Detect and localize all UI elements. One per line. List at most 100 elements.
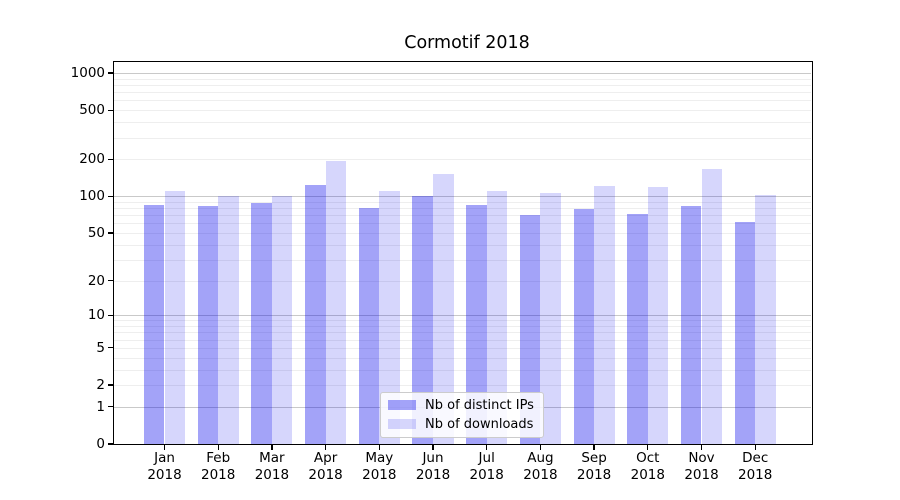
y-tick-mark: [108, 109, 113, 111]
minor-gridline: [113, 78, 811, 80]
minor-gridline: [113, 244, 811, 246]
x-tick-label: Apr 2018: [294, 450, 358, 484]
x-tick-mark: [647, 445, 649, 450]
x-tick-mark: [378, 445, 380, 450]
x-tick-mark: [539, 445, 542, 450]
legend: Nb of distinct IPs Nb of downloads: [380, 391, 544, 438]
y-tick-mark: [108, 443, 113, 445]
minor-gridline: [113, 92, 811, 94]
minor-gridline: [113, 326, 811, 327]
y-tick-label: 1: [96, 398, 105, 415]
x-tick-label-year: 2018: [576, 467, 612, 483]
bar-distinct-ips-3: [251, 203, 272, 444]
x-tick-label: Aug 2018: [508, 450, 572, 484]
x-tick-label-month: May: [365, 450, 394, 466]
x-tick-label: Sep 2018: [562, 450, 626, 484]
minor-gridline: [113, 100, 811, 102]
x-tick-label-year: 2018: [415, 467, 451, 483]
legend-item-distinct-ips: Nb of distinct IPs: [388, 398, 534, 413]
x-tick-label: Oct 2018: [616, 450, 680, 484]
major-gridline: [113, 315, 811, 317]
legend-item-downloads: Nb of downloads: [388, 417, 534, 432]
minor-gridline: [113, 201, 811, 203]
minor-gridline: [113, 369, 811, 371]
minor-gridline: [113, 357, 811, 359]
bar-downloads-11: [701, 168, 723, 444]
y-tick-mark: [108, 406, 113, 408]
bar-downloads-8: [540, 192, 561, 444]
minor-gridline: [113, 280, 811, 282]
y-tick-label: 1000: [70, 65, 105, 81]
x-tick-mark: [754, 445, 756, 450]
minor-gridline: [113, 223, 811, 225]
bar-distinct-ips-7: [466, 205, 487, 444]
x-tick-label-year: 2018: [254, 467, 290, 483]
legend-label-distinct-ips: Nb of distinct IPs: [425, 397, 534, 413]
y-tick-mark: [108, 314, 113, 316]
bar-distinct-ips-4: [305, 184, 326, 444]
minor-gridline: [113, 208, 811, 209]
y-tick-mark: [108, 384, 113, 386]
x-tick-label-year: 2018: [630, 467, 665, 483]
x-tick-label-month: Nov: [688, 450, 715, 466]
x-tick-mark: [700, 445, 703, 450]
bar-distinct-ips-11: [680, 206, 702, 444]
x-tick-label: Jan 2018: [133, 450, 197, 484]
bar-distinct-ips-12: [734, 222, 756, 444]
chart-title: Cormotif 2018: [404, 33, 530, 53]
x-tick-label-year: 2018: [147, 467, 182, 483]
y-tick-mark: [108, 347, 113, 349]
bar-downloads-1: [164, 191, 186, 444]
legend-label-downloads: Nb of downloads: [425, 416, 534, 432]
x-tick-label-month: Apr: [313, 450, 338, 466]
x-tick-label-month: Feb: [206, 450, 231, 466]
bar-downloads-7: [486, 191, 508, 444]
y-tick-mark: [108, 279, 113, 282]
major-gridline: [113, 73, 811, 74]
x-tick-label-year: 2018: [469, 467, 504, 483]
minor-gridline: [113, 332, 811, 334]
minor-gridline: [113, 122, 811, 124]
x-tick-label-year: 2018: [684, 467, 719, 483]
bar-distinct-ips-5: [358, 208, 380, 444]
minor-gridline: [113, 159, 811, 161]
bar-distinct-ips-6: [412, 195, 433, 444]
x-tick-label: Jun 2018: [401, 450, 465, 484]
bar-downloads-12: [755, 194, 776, 444]
x-tick-mark: [217, 445, 219, 450]
x-tick-label-year: 2018: [738, 467, 773, 483]
x-tick-label-month: Jul: [478, 450, 495, 466]
y-tick-label: 10: [87, 307, 105, 324]
x-tick-mark: [593, 445, 595, 450]
x-tick-label-year: 2018: [201, 467, 236, 483]
x-tick-label: May 2018: [347, 450, 411, 484]
x-tick-mark: [163, 445, 166, 450]
y-tick-label: 500: [79, 102, 105, 119]
bar-distinct-ips-1: [143, 204, 165, 444]
x-tick-mark: [271, 445, 273, 450]
x-tick-label: Mar 2018: [240, 450, 304, 484]
x-tick-label-year: 2018: [308, 467, 343, 483]
major-gridline: [113, 196, 811, 198]
minor-gridline: [113, 347, 811, 349]
minor-gridline: [113, 232, 811, 234]
bar-downloads-5: [379, 191, 400, 444]
y-tick-mark: [108, 232, 113, 234]
y-tick-label: 0: [96, 436, 105, 452]
x-tick-label-month: Mar: [259, 450, 285, 466]
minor-gridline: [113, 110, 811, 112]
x-tick-label-month: Oct: [636, 450, 660, 466]
bar-distinct-ips-8: [519, 215, 541, 444]
y-tick-label: 20: [87, 272, 105, 289]
legend-swatch-downloads-icon: [388, 418, 416, 430]
bar-downloads-4: [325, 161, 347, 444]
minor-gridline: [113, 259, 811, 261]
bar-distinct-ips-2: [197, 206, 219, 444]
y-tick-label: 50: [87, 224, 105, 241]
bar-downloads-6: [433, 173, 454, 444]
bar-downloads-2: [218, 196, 239, 444]
x-tick-mark: [432, 445, 434, 450]
plot-area: [113, 61, 811, 444]
x-tick-label-month: Sep: [581, 450, 607, 466]
